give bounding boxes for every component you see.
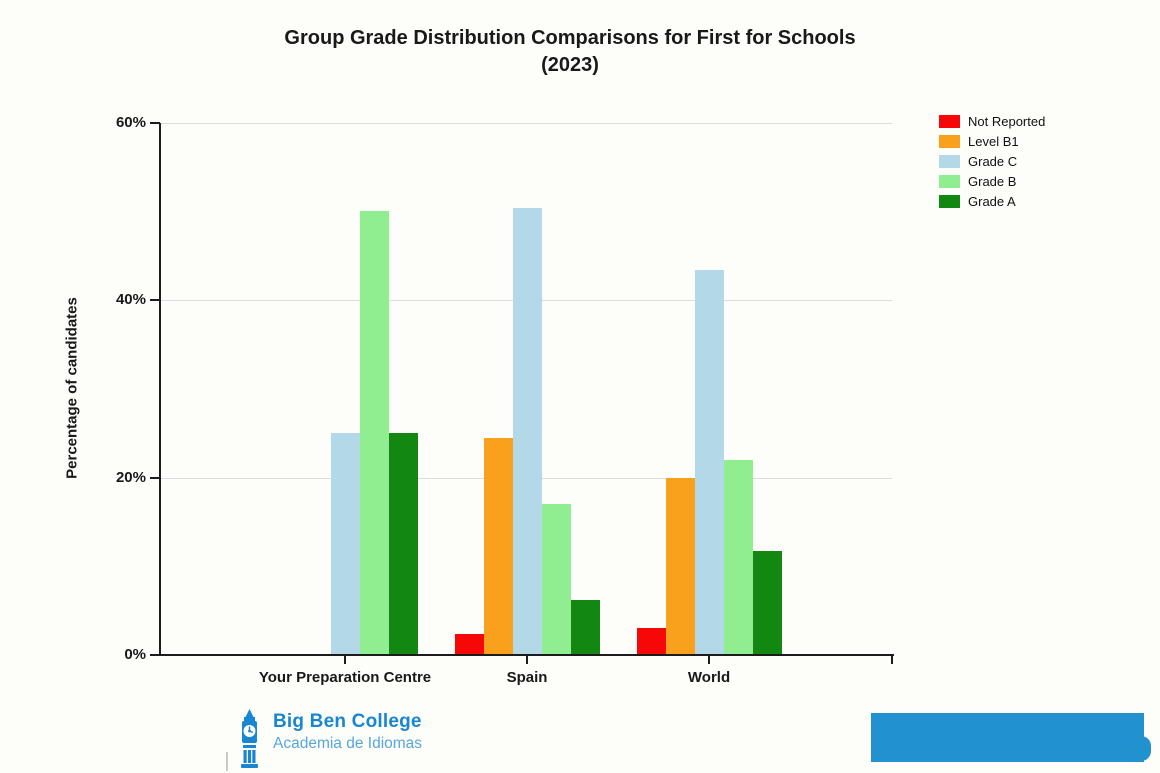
x-axis-tick — [891, 656, 893, 664]
bar-grade-a-your-preparation-centre — [388, 433, 418, 655]
y-axis-title: Percentage of candidates — [63, 297, 81, 479]
legend: Not Reported Level B1 Grade C Grade B Grade … — [939, 114, 1046, 215]
redacted-overlay — [871, 713, 1144, 762]
legend-label: Grade A — [968, 194, 1016, 209]
gridline — [161, 122, 892, 124]
y-axis-tick-label: 20% — [115, 468, 146, 486]
y-axis-tick-label: 40% — [115, 291, 146, 308]
x-axis-line — [159, 654, 894, 656]
x-axis-category-label: Your Preparation Centre — [258, 669, 432, 686]
legend-item: Grade A — [939, 194, 1045, 209]
bar-not-reported-spain — [454, 633, 484, 655]
legend-swatch — [939, 115, 960, 128]
bar-grade-a-spain — [570, 599, 600, 655]
legend-item: Not Reported — [939, 114, 1046, 129]
bar-grade-c-your-preparation-centre — [330, 433, 360, 655]
legend-swatch — [939, 195, 960, 208]
bar-level-b1-world — [665, 477, 695, 655]
legend-label: Grade B — [968, 174, 1017, 189]
y-axis-tick — [150, 121, 160, 124]
chart-title-line1: Group Grade Distribution Comparisons for… — [284, 27, 856, 49]
x-axis-tick — [708, 656, 710, 664]
bar-grade-b-your-preparation-centre — [359, 211, 389, 655]
legend-item: Level B1 — [939, 134, 1045, 149]
bar-grade-c-world — [694, 269, 724, 655]
chart-title-line2: (2023) — [541, 54, 599, 76]
y-axis-tick-label: 0% — [124, 646, 146, 663]
x-axis-category-label: Spain — [506, 669, 548, 686]
brand-subtitle: Academia de Idiomas — [273, 735, 423, 752]
stray-mark — [226, 752, 228, 771]
big-ben-clock-tower-icon — [241, 709, 258, 768]
x-axis-tick — [344, 656, 346, 664]
bar-grade-a-world — [752, 551, 782, 655]
legend-swatch — [939, 175, 960, 188]
legend-label: Level B1 — [968, 134, 1019, 149]
bar-grade-b-world — [723, 459, 753, 655]
brand-name: Big Ben College — [273, 711, 422, 732]
brand-logo: Big Ben College Academia de Idiomas — [235, 709, 422, 769]
y-axis-tick — [150, 476, 160, 479]
legend-label: Not Reported — [968, 114, 1046, 129]
y-axis-tick-label: 60% — [115, 113, 146, 131]
legend-label: Grade C — [968, 154, 1018, 169]
x-axis-tick — [526, 656, 528, 664]
legend-swatch — [939, 135, 960, 148]
x-axis-category-label: World — [687, 669, 731, 686]
y-axis-line — [159, 122, 161, 656]
y-axis-tick — [150, 654, 160, 656]
redacted-overlay-bump — [1127, 736, 1151, 761]
bar-grade-b-spain — [541, 504, 571, 655]
y-axis-tick — [150, 299, 160, 301]
bar-not-reported-world — [636, 628, 666, 655]
chart-title: Group Grade Distribution Comparisons for… — [0, 25, 1140, 79]
legend-item: Grade C — [939, 154, 1045, 169]
legend-swatch — [939, 155, 960, 168]
legend-item: Grade B — [939, 174, 1045, 189]
bar-grade-c-spain — [512, 207, 542, 655]
bar-level-b1-spain — [483, 438, 513, 655]
